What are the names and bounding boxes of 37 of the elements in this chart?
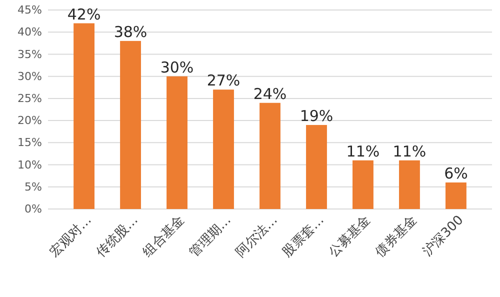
data-label: 24% <box>253 84 287 103</box>
bar <box>74 23 94 209</box>
data-label: 30% <box>160 58 194 76</box>
data-label: 11% <box>392 142 426 160</box>
bar <box>306 124 327 209</box>
x-tick-label: 沪深300 <box>419 212 467 260</box>
y-tick-label: 5% <box>24 180 42 194</box>
data-label: 6% <box>444 164 468 182</box>
y-tick-label: 45% <box>18 4 42 17</box>
y-tick-label: 10% <box>18 158 42 172</box>
x-tick-label: 债券基金 <box>372 212 420 260</box>
y-tick-label: 40% <box>18 26 42 39</box>
bar <box>166 76 188 209</box>
bar <box>446 182 466 209</box>
y-tick-label: 0% <box>24 202 42 216</box>
bar <box>120 40 141 209</box>
bar <box>399 160 420 209</box>
x-tick-label: 传统股… <box>94 212 142 260</box>
data-label: 19% <box>300 106 334 125</box>
x-tick-label: 宏观对… <box>46 212 95 260</box>
bar <box>260 102 280 209</box>
bar <box>352 160 374 209</box>
x-tick-label: 管理期… <box>186 212 234 260</box>
y-tick-label: 30% <box>18 70 42 83</box>
bar <box>213 90 234 209</box>
y-tick-label: 35% <box>18 48 42 61</box>
data-label: 42% <box>67 5 101 24</box>
data-label: 38% <box>114 22 148 41</box>
x-tick-label: 组合基金 <box>140 212 188 260</box>
y-tick-label: 20% <box>18 114 42 128</box>
x-tick-label: 股票套… <box>280 212 328 260</box>
y-tick-label: 15% <box>18 136 42 150</box>
y-tick-label: 25% <box>18 92 42 105</box>
x-tick-label: 阿尔法… <box>233 212 281 260</box>
data-label: 27% <box>206 72 240 90</box>
x-tick-label: 公募基金 <box>326 212 374 260</box>
data-label: 11% <box>346 142 380 160</box>
